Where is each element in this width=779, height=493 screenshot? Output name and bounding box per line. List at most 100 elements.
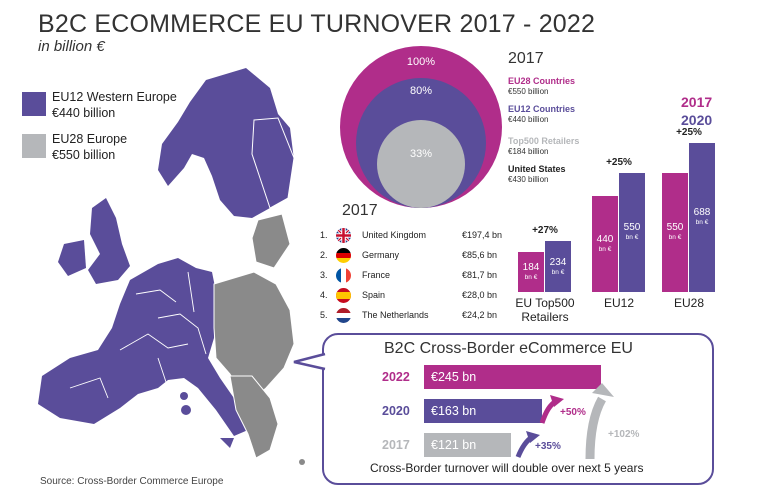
ranking-rank: 4. [320,290,328,300]
bar-2020-2 [689,142,715,292]
ranking-rank: 5. [320,310,328,320]
bar-legend-2017: 2017 [681,94,713,110]
legend-eu28-swatch [22,134,46,158]
ranking-country: France [362,270,391,280]
ranking-country: Spain [362,290,386,300]
legend-eu12-name: EU12 Western Europe [52,90,177,104]
cross-border-growth-label: +50% [560,407,586,418]
circles-legend-top500: Top500 Retailers €184 billion [508,136,579,157]
legend-eu28-value: €550 billion [52,148,116,162]
ranking-rank: 3. [320,270,328,280]
bar-2020-1 [619,172,645,292]
ranking-rank: 2. [320,250,328,260]
bar-value-number: 688 [693,207,711,219]
bar-2017-1 [592,196,618,292]
ranking-title: 2017 [342,202,378,219]
circles-legend-top500-name: Top500 Retailers [508,136,580,146]
bar-2020-0 [545,241,571,292]
bar-value-unit: bn € [598,246,612,254]
ranking-row: 4. Spain €28,0 bn [320,288,520,304]
page-title: B2C ECOMMERCE EU TURNOVER 2017 - 2022 [38,10,596,38]
circles-legend-eu12-name: EU12 Countries [508,104,576,114]
ranking-row: 5. The Netherlands €24,2 bn [320,308,520,324]
uk-flag-icon [336,228,351,243]
bar-growth-label: +25% [676,126,702,138]
map-ireland [58,240,86,276]
ranking-country: United Kingdom [362,230,427,240]
bar-value-number: 234 [549,256,567,268]
circle-eu12-label: 80% [410,85,432,97]
cross-border-footnote: Cross-Border turnover will double over n… [370,461,644,475]
arrow-up-icon [515,434,534,458]
legend-eu12-value: €440 billion [52,106,116,120]
europe-map [38,68,305,465]
bar-2017-0 [518,252,544,292]
cross-border-growth-label: +102% [608,429,640,440]
bar-value-unit: bn € [668,234,682,242]
circle-top500 [377,120,465,208]
nested-circles-chart: 100% 80% 33% [340,46,502,208]
circle-top500-label: 33% [410,148,432,160]
map-finland [251,117,295,209]
bar-value-label: 550 bn € [619,222,645,242]
cross-border-bar: €121 bn [424,433,512,457]
circles-legend-us: United States €430 billion [508,164,566,185]
bar-value-label: 550 bn € [662,222,688,242]
panel-pointer [293,352,326,371]
ranking-value: €28,0 bn [462,290,498,300]
circle-eu28-label: 100% [407,56,435,68]
map-corsica [180,392,188,400]
bar-value-label: 688 bn € [689,207,715,227]
bar-value-unit: bn € [695,219,709,227]
bar-value-label: 440 bn € [592,234,618,254]
ranking-value: €24,2 bn [462,310,498,320]
circles-legend-eu12: EU12 Countries €440 billion [508,104,575,125]
legend-eu28-name: EU28 Europe [52,132,128,146]
ranking-row: 3. France €81,7 bn [320,268,520,284]
circles-legend-us-name: United States [508,164,566,174]
bar-value-label: 234 bn € [545,257,571,277]
bar-value-number: 550 [666,222,684,234]
bar-value-number: 184 [522,262,540,274]
bar-value-unit: bn € [524,274,538,282]
map-sicily [220,438,234,448]
ranking-row: 1. United Kingdom €197,4 bn [320,228,520,244]
bar-value-unit: bn € [625,234,639,242]
arrow-head-icon [550,395,564,407]
page-subtitle: in billion € [38,38,105,55]
bar-value-label: 184 bn € [518,262,544,282]
map-sardinia [181,405,191,415]
legend-eu28: EU28 Europe €550 billion [52,131,127,163]
ranking-value: €81,7 bn [462,270,498,280]
ranking-row: 2. Germany €85,6 bn [320,248,520,264]
arrow-up-icon [539,398,558,424]
map-balkans [229,375,279,459]
cross-border-growth-label: +35% [535,441,561,452]
ranking-rank: 1. [320,230,328,240]
bar-legend-2020: 2020 [681,112,713,128]
arrow-up-icon [585,396,606,460]
map-eastern-europe [213,271,295,399]
bar-category-label: EU Top500 Retailers [515,296,575,324]
bar-growth-label: +25% [606,156,632,168]
map-western-europe [38,258,248,436]
map-scandinavia [158,68,294,218]
netherlands-flag-icon [336,308,351,323]
bar-value-number: 550 [623,222,641,234]
cross-border-bar: €245 bn [424,365,601,389]
legend-eu12: EU12 Western Europe €440 billion [52,89,177,121]
ranking-country: Germany [362,250,400,260]
bar-category-label: EU28 [673,296,705,310]
bar-value-number: 440 [596,234,614,246]
cross-border-panel: B2C Cross-Border eCommerce EU 2022 €245 b… [322,333,714,485]
cross-border-bar: €163 bn [424,399,542,423]
circles-legend-eu28: EU28 Countries €550 billion [508,76,575,97]
cross-border-year: 2022 [382,370,410,384]
source-note: Source: Cross-Border Commerce Europe [40,476,224,487]
bar-2017-2 [662,172,688,292]
circles-legend-eu28-name: EU28 Countries [508,76,576,86]
germany-flag-icon [336,248,351,263]
ranking-value: €197,4 bn [462,230,503,240]
map-cyprus [299,459,305,465]
ranking-country: The Netherlands [362,310,429,320]
